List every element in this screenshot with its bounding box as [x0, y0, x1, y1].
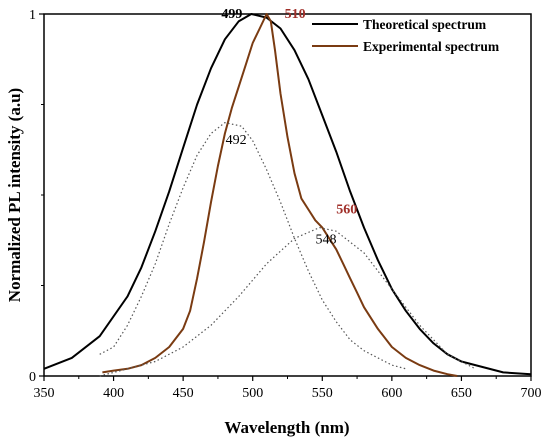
annotation-layer: 499 510 492 560 548 — [221, 7, 357, 248]
x-axis-title: Wavelength (nm) — [224, 418, 349, 437]
plot-frame — [43, 13, 532, 377]
fit-peak-492-line — [99, 121, 406, 370]
x-tick-label: 350 — [34, 386, 55, 401]
legend: Theoretical spectrum Experimental spectr… — [312, 17, 500, 54]
peak-annotation-499: 499 — [221, 7, 242, 22]
x-tick-label: 550 — [312, 386, 333, 401]
experimental-spectrum-line — [102, 13, 458, 377]
x-tick-label: 700 — [521, 386, 542, 401]
peak-annotation-560: 560 — [336, 203, 357, 218]
fit-peak-548-line — [99, 227, 476, 377]
legend-label-theoretical: Theoretical spectrum — [363, 17, 487, 32]
x-tick-label: 600 — [381, 386, 402, 401]
series-layer — [43, 13, 532, 377]
y-axis-title: Normalized PL intensity (a.u) — [5, 88, 24, 302]
x-tick-label: 400 — [103, 386, 124, 401]
y-tick-label: 0 — [29, 370, 36, 385]
x-tick-label: 450 — [173, 386, 194, 401]
theoretical-spectrum-line — [43, 13, 532, 376]
plot-area: 350 400 450 500 550 600 650 700 0 1 499 510 492 560 5… — [29, 7, 542, 401]
x-tick-label: 500 — [242, 386, 263, 401]
axis-ticks: 350 400 450 500 550 600 650 700 0 1 — [29, 8, 542, 401]
x-tick-label: 650 — [451, 386, 472, 401]
peak-annotation-510: 510 — [285, 7, 306, 22]
y-tick-label: 1 — [29, 8, 36, 23]
peak-annotation-548: 548 — [316, 233, 337, 248]
peak-annotation-492: 492 — [226, 133, 247, 148]
legend-label-experimental: Experimental spectrum — [363, 39, 500, 54]
